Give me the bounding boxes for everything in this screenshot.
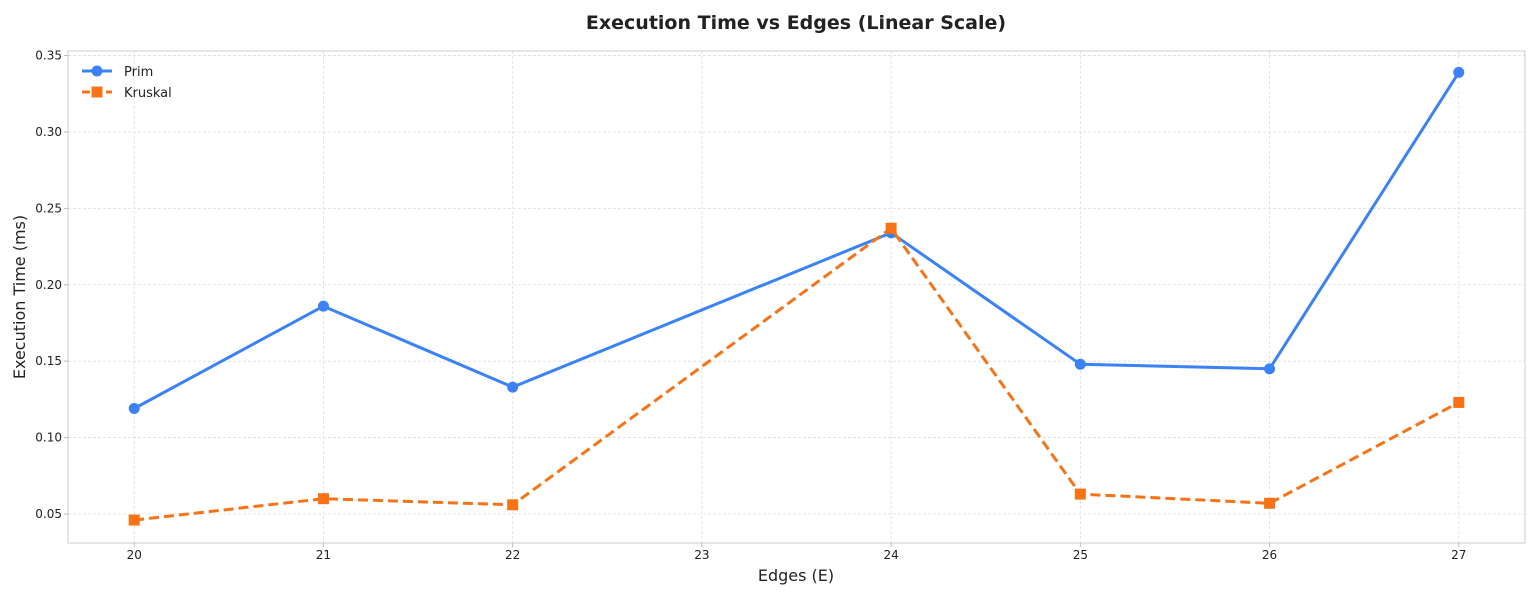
kruskal-point bbox=[1453, 396, 1465, 408]
y-tick-label: 0.10 bbox=[35, 431, 62, 445]
x-tick-label: 23 bbox=[694, 548, 709, 562]
legend: Prim Kruskal bbox=[82, 65, 172, 101]
kruskal-point bbox=[507, 499, 519, 511]
legend-marker-prim bbox=[91, 65, 103, 77]
kruskal-point bbox=[1074, 488, 1086, 500]
x-axis-label: Edges (E) bbox=[758, 566, 834, 585]
x-tick-label: 20 bbox=[127, 548, 142, 562]
y-tick-label: 0.20 bbox=[35, 278, 62, 292]
prim-point bbox=[1453, 66, 1465, 78]
x-tick-label: 25 bbox=[1073, 548, 1088, 562]
prim-point bbox=[507, 381, 519, 393]
y-tick-label: 0.30 bbox=[35, 125, 62, 139]
y-axis-label: Execution Time (ms) bbox=[10, 215, 29, 379]
axis-ticks: 20 21 22 23 24 25 26 27 0.05 0.10 0.15 0.20 0.25 0.30… bbox=[35, 49, 1466, 562]
legend-item-kruskal: Kruskal bbox=[82, 86, 172, 101]
prim-point bbox=[128, 403, 140, 415]
y-tick-label: 0.15 bbox=[35, 354, 62, 368]
prim-point bbox=[1074, 358, 1086, 370]
chart-title: Execution Time vs Edges (Linear Scale) bbox=[586, 12, 1006, 34]
series-layer bbox=[128, 66, 1465, 526]
kruskal-point bbox=[317, 493, 329, 505]
legend-item-prim: Prim bbox=[82, 65, 153, 80]
grid bbox=[68, 51, 1525, 543]
prim-series-line bbox=[132, 70, 1461, 410]
x-tick-label: 21 bbox=[316, 548, 331, 562]
legend-label-prim: Prim bbox=[124, 65, 153, 80]
prim-point bbox=[317, 300, 329, 312]
prim-point bbox=[1264, 363, 1276, 375]
kruskal-point bbox=[128, 514, 140, 526]
y-tick-label: 0.35 bbox=[35, 49, 62, 63]
x-tick-label: 27 bbox=[1451, 548, 1466, 562]
legend-label-kruskal: Kruskal bbox=[124, 86, 172, 101]
plot-frame bbox=[67, 50, 1526, 544]
y-tick-label: 0.25 bbox=[35, 201, 62, 215]
kruskal-point bbox=[1264, 497, 1276, 509]
legend-marker-kruskal bbox=[91, 86, 103, 98]
x-tick-label: 22 bbox=[505, 548, 520, 562]
x-tick-label: 24 bbox=[883, 548, 898, 562]
y-tick-label: 0.05 bbox=[35, 507, 62, 521]
kruskal-point bbox=[885, 222, 897, 234]
x-tick-label: 26 bbox=[1262, 548, 1277, 562]
